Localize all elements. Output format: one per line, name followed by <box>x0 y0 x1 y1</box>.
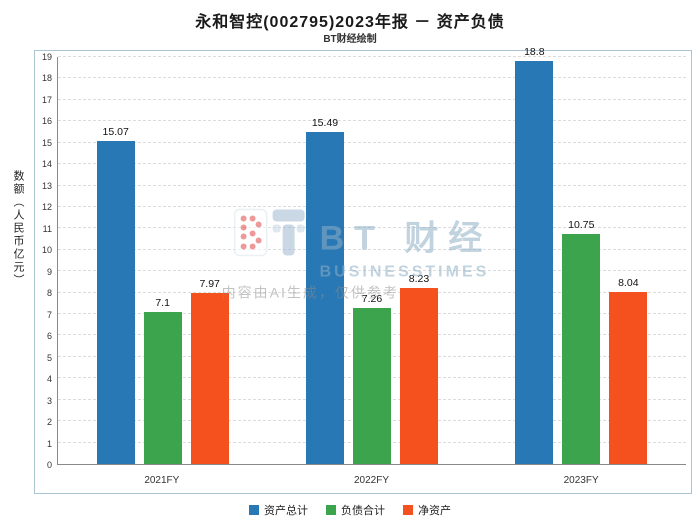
y-tick-label: 1 <box>46 438 52 449</box>
y-tick-label: 10 <box>41 245 52 256</box>
bar-净资产-2022FY: 8.23 <box>399 273 438 464</box>
y-tick-label: 13 <box>41 180 52 191</box>
gridline <box>58 184 686 186</box>
y-tick-label: 3 <box>46 395 52 406</box>
bar-group: 18.8 10.75 8.04 <box>515 46 648 464</box>
y-tick-label: 18 <box>41 73 52 84</box>
bar-负债合计-2021FY: 7.1 <box>143 297 182 464</box>
bar-value-label: 8.23 <box>408 272 430 285</box>
y-tick-label: 19 <box>41 52 52 62</box>
y-tick-label: 12 <box>41 202 52 213</box>
chart-legend: 资产总计 负债合计 净资产 <box>0 502 700 518</box>
bar-资产总计-2021FY: 15.07 <box>96 126 135 464</box>
gridline <box>58 205 686 207</box>
y-tick-label: 6 <box>46 331 52 342</box>
bar-value-label: 7.1 <box>155 296 170 309</box>
y-tick-label: 14 <box>41 159 52 170</box>
y-tick-label: 16 <box>41 116 52 127</box>
x-axis-labels: 2021FY 2022FY 2023FY <box>57 471 686 489</box>
gridline <box>58 98 686 100</box>
y-tick-label: 2 <box>46 417 52 428</box>
x-tick-label: 2021FY <box>144 474 180 486</box>
bar-负债合计-2023FY: 10.75 <box>562 219 601 464</box>
gridline <box>58 270 686 272</box>
bar-value-label: 10.75 <box>568 218 595 231</box>
y-axis-ticks: 0 1 2 3 4 5 6 7 8 9 10 11 12 13 14 15 16 17 18 19 <box>35 52 55 470</box>
y-tick-label: 4 <box>46 374 52 385</box>
gridline <box>58 56 686 57</box>
gridline <box>58 163 686 165</box>
bar-group: 15.07 7.1 7.97 <box>96 57 229 464</box>
gridline <box>58 120 686 122</box>
x-tick-label: 2023FY <box>563 474 599 486</box>
bar-value-label: 8.04 <box>618 276 639 289</box>
y-tick-label: 0 <box>46 460 52 470</box>
gridline <box>58 248 686 250</box>
bar-value-label: 18.8 <box>524 46 545 59</box>
chart-title: 永和智控(002795)2023年报 － 资产负债 <box>195 14 505 31</box>
x-tick-label: 2022FY <box>353 474 389 486</box>
y-axis-title: 数额（人民币亿元） <box>12 170 24 287</box>
y-tick-label: 7 <box>46 309 52 320</box>
bar-资产总计-2023FY: 18.8 <box>515 46 554 464</box>
legend-label: 负债合计 <box>341 505 385 517</box>
legend-label: 资产总计 <box>264 505 308 517</box>
gridline <box>58 141 686 143</box>
y-tick-label: 5 <box>46 352 52 363</box>
gridline <box>58 77 686 79</box>
y-tick-label: 8 <box>46 288 52 299</box>
gridline <box>58 291 686 293</box>
legend-swatch <box>249 505 259 515</box>
bar-净资产-2023FY: 8.04 <box>609 277 648 464</box>
bar-group: 15.49 7.26 8.23 <box>305 57 438 464</box>
legend-swatch <box>326 505 336 515</box>
gridline <box>58 227 686 229</box>
legend-item-资产总计: 资产总计 <box>249 502 308 518</box>
bar-value-label: 15.49 <box>311 117 339 130</box>
bar-净资产-2021FY: 7.97 <box>190 278 229 464</box>
chart-subtitle: BT财经绘制 <box>323 34 377 45</box>
legend-label: 净资产 <box>418 505 451 517</box>
y-tick-label: 15 <box>41 137 52 148</box>
chart-frame: 0 1 2 3 4 5 6 7 8 9 10 11 12 13 14 15 16 17 18 19 15.07 7.1 7… <box>34 46 692 494</box>
y-tick-label: 11 <box>42 223 52 234</box>
legend-item-净资产: 净资产 <box>403 502 451 518</box>
bar-资产总计-2022FY: 15.49 <box>305 117 344 464</box>
legend-swatch <box>403 505 413 515</box>
bar-负债合计-2022FY: 7.26 <box>352 293 391 464</box>
bar-value-label: 7.97 <box>199 278 220 291</box>
bar-value-label: 7.26 <box>361 293 383 306</box>
y-tick-label: 17 <box>41 94 52 105</box>
legend-item-负债合计: 负债合计 <box>326 502 385 518</box>
plot-area: 15.07 7.1 7.97 15.49 7.26 8.23 18.8 10.75 8.04 <box>57 46 686 465</box>
y-tick-label: 9 <box>46 266 52 277</box>
bar-value-label: 15.07 <box>102 126 129 139</box>
